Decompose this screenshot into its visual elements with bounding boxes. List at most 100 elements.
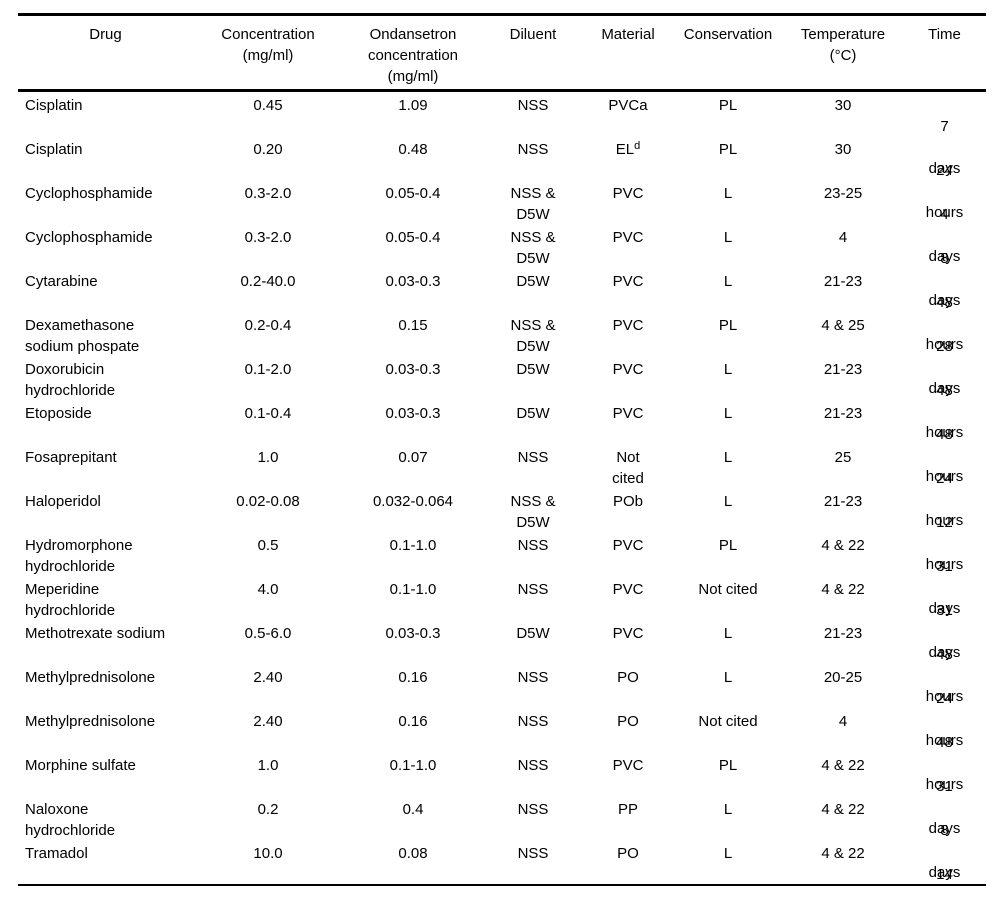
time-value: 7 [940,118,949,135]
time-unit: days [928,160,961,177]
column-header-ondansetron-concentration: Ondansetron concentration (mg/ml) [367,26,459,85]
cell-time: 48 hours [903,359,986,441]
cell-conservation: L [723,405,733,422]
cell-time: 28 days [903,315,986,397]
table-row: Meperidine hydrochloride 4.0 0.1-1.0 NSS… [18,576,986,661]
cell-material: POb [583,491,673,532]
time-value: 48 [936,382,953,399]
material-text: PVC [612,185,644,202]
cell-conservation: L [723,845,733,862]
cell-ondansetron-concentration: 0.4 [402,801,424,818]
cell-ondansetron-concentration: 0.03-0.3 [385,273,441,290]
time-unit: days [928,864,961,881]
cell-conservation: L [723,801,733,818]
table-row: Naloxone hydrochloride 0.2 0.4 NSS PP L … [18,796,986,881]
cell-drug-name: Fosaprepitant [25,449,117,466]
cell-drug-name: Tramadol [25,845,88,862]
cell-temperature: 4 & 25 [821,317,865,334]
table-row: Etoposide 0.1-0.4 0.03-0.3 D5W PVC L 21-… [18,400,986,485]
cell-drug-name: Haloperidol [25,493,101,510]
time-unit: days [928,820,961,837]
material-text: PVC [612,229,644,246]
time-unit: days [928,248,961,265]
column-header-drug: Drug [89,26,122,43]
cell-diluent: D5W [516,625,550,642]
cell-material: PVC [583,359,673,400]
table-body: Cisplatin 0.45 1.09 NSS PVCa PL 30 7 day… [18,92,986,886]
material-text: PP [617,801,638,818]
time-value: 24 [936,162,953,179]
cell-conservation: PL [718,97,738,114]
cell-material: PVC [583,227,673,268]
cell-time: 4 days [903,183,986,265]
cell-diluent: NSS [517,97,549,114]
cell-drug-name: Morphine sulfate [25,757,136,774]
cell-diluent: NSS [517,537,549,554]
material-text: POb [612,493,643,510]
cell-temperature: 4 [838,713,848,730]
cell-diluent: D5W [516,273,550,290]
cell-diluent: NSS & D5W [510,493,556,531]
time-unit: days [928,600,961,617]
cell-material: PVCa [583,95,673,136]
time-unit: days [928,380,961,397]
table-row: Morphine sulfate 1.0 0.1-1.0 NSS PVC PL … [18,752,986,837]
cell-ondansetron-concentration: 0.08 [398,845,428,862]
cell-ondansetron-concentration: 0.03-0.3 [385,361,441,378]
cell-conservation: L [723,625,733,642]
cell-diluent: D5W [516,405,550,422]
time-unit: hours [925,688,964,705]
cell-temperature: 30 [834,97,852,114]
cell-temperature: 4 & 22 [821,757,865,774]
time-unit: hours [925,204,964,221]
table-row: Methylprednisolone 2.40 0.16 NSS PO L 20… [18,664,986,749]
cell-drug-name: Methotrexate sodium [25,625,166,642]
table-row: Methotrexate sodium 0.5-6.0 0.03-0.3 D5W… [18,620,986,705]
cell-conservation: L [723,273,733,290]
cell-ondansetron-concentration: 0.03-0.3 [385,625,441,642]
cell-ondansetron-concentration: 0.05-0.4 [385,185,441,202]
material-text: PVC [612,273,644,290]
cell-drug-name: Hydromorphone hydrochloride [25,537,133,575]
cell-conservation: L [723,669,733,686]
cell-diluent: NSS [517,845,549,862]
cell-concentration: 0.5-6.0 [244,625,292,642]
material-text: Not cited [612,449,644,487]
time-unit: days [928,644,961,661]
table-row: Tramadol 10.0 0.08 NSS PO L 4 & 22 14 da… [18,840,986,884]
column-header-diluent: Diluent [509,26,557,43]
cell-conservation: L [723,361,733,378]
cell-temperature: 21-23 [823,625,863,642]
material-text: PO [617,845,639,862]
table-row: Cyclophosphamide 0.3-2.0 0.05-0.4 NSS & … [18,180,986,265]
column-header-conservation: Conservation [683,26,773,43]
cell-diluent: NSS & D5W [510,185,556,223]
cell-conservation: PL [718,537,738,554]
cell-diluent: D5W [516,361,550,378]
time-value: 8 [940,250,949,267]
cell-time: 24 hours [903,139,986,221]
time-unit: hours [925,776,964,793]
cell-material: PVC [583,271,673,312]
cell-temperature: 21-23 [823,493,863,510]
cell-temperature: 4 [838,229,848,246]
time-unit: hours [925,424,964,441]
cell-time: 7 days [903,95,986,177]
cell-diluent: NSS [517,713,549,730]
table-row: Dexamethasone sodium phospate 0.2-0.4 0.… [18,312,986,397]
cell-time: 48 hours [903,711,986,793]
cell-ondansetron-concentration: 0.16 [398,669,428,686]
cell-material: Not cited [583,447,673,488]
table-row: Doxorubicin hydrochloride 0.1-2.0 0.03-0… [18,356,986,441]
time-unit: days [928,292,961,309]
material-text: PVCa [608,97,648,114]
cell-drug-name: Cyclophosphamide [25,185,153,202]
time-value: 14 [936,866,953,883]
cell-temperature: 4 & 22 [821,537,865,554]
cell-conservation: PL [718,757,738,774]
cell-drug-name: Etoposide [25,405,92,422]
cell-conservation: PL [718,141,738,158]
cell-drug-name: Cyclophosphamide [25,229,153,246]
cell-time: 8 days [903,799,986,881]
time-unit: hours [925,336,964,353]
